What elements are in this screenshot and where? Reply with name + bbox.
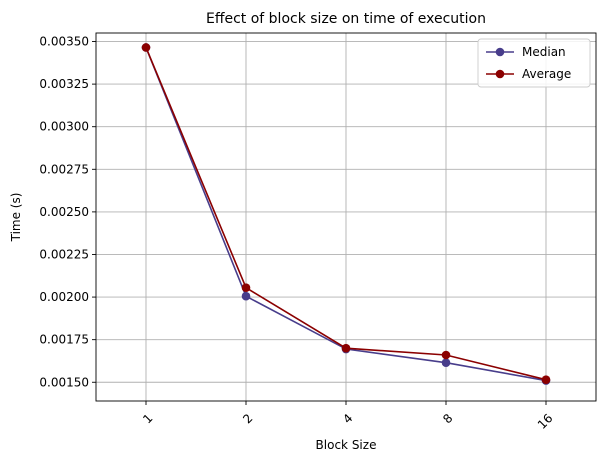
grid-layer (96, 33, 596, 401)
series-average (141, 43, 551, 385)
data-point (241, 291, 251, 301)
data-point (341, 343, 351, 353)
legend-marker (495, 69, 505, 79)
y-tick-label: 0.00325 (39, 77, 89, 91)
data-point (241, 283, 251, 293)
legend: Median Average (477, 38, 591, 88)
y-tick-label: 0.00150 (39, 375, 89, 389)
y-tick-label: 0.00350 (39, 35, 89, 49)
y-tick-label: 0.00175 (39, 333, 89, 347)
legend-box (477, 38, 591, 88)
y-tick-label: 0.00225 (39, 247, 89, 261)
y-tick-label: 0.00300 (39, 120, 89, 134)
data-point (441, 358, 451, 367)
data-point (141, 43, 151, 52)
chart-title: Effect of block size on time of executio… (206, 11, 486, 27)
y-tick-label: 0.00200 (39, 290, 89, 304)
legend-label: Average (522, 67, 571, 81)
y-axis-ticks: 0.00150 0.00175 0.00200 0.00225 0.00250 0.002… (39, 35, 96, 389)
legend-item: Average (486, 67, 571, 81)
series-layer (141, 43, 551, 385)
legend-marker (495, 47, 505, 57)
y-tick-label: 0.00275 (39, 162, 89, 176)
legend-label: Median (522, 45, 566, 59)
y-tick-label: 0.00250 (39, 205, 89, 219)
data-point (541, 375, 551, 385)
y-axis-label: Time (s) (9, 193, 23, 243)
legend-item: Median (486, 45, 566, 59)
data-point (441, 350, 451, 360)
x-axis-label: Block Size (316, 438, 377, 452)
